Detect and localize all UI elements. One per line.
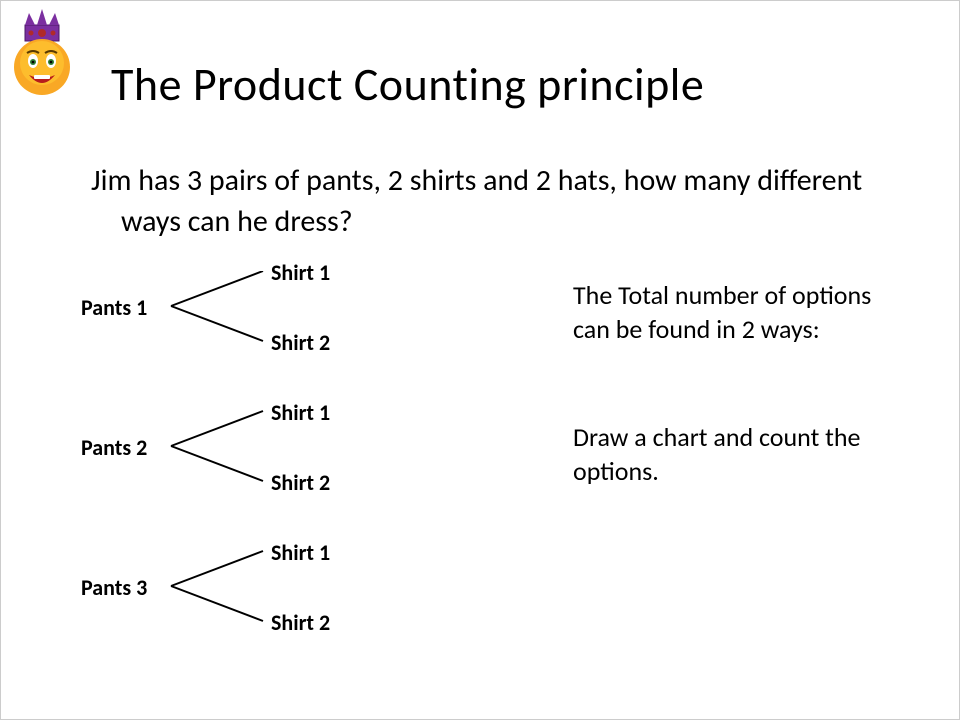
tree-root: Pants 2	[81, 434, 147, 461]
side-paragraph-2: Draw a chart and count the options.	[573, 421, 913, 489]
tree-child: Shirt 2	[271, 329, 330, 356]
slide-title: The Product Counting principle	[111, 57, 704, 113]
tree-child: Shirt 2	[271, 609, 330, 636]
tree-child: Shirt 1	[271, 259, 330, 286]
crown-emoji-icon	[7, 7, 77, 97]
tree-diagram: Pants 1 Shirt 1 Shirt 2 Pants 2 Shirt 1 Shirt…	[71, 271, 471, 691]
side-paragraph-1: The Total number of options can be found…	[573, 279, 913, 347]
question-text: Jim has 3 pairs of pants, 2 shirts and 2…	[61, 161, 891, 242]
tree-child: Shirt 1	[271, 399, 330, 426]
tree-child: Shirt 1	[271, 539, 330, 566]
tree-child: Shirt 2	[271, 469, 330, 496]
tree-root: Pants 1	[81, 294, 147, 321]
tree-root: Pants 3	[81, 574, 147, 601]
